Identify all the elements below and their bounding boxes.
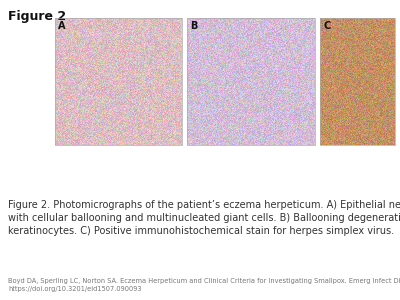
Text: C: C — [323, 21, 330, 31]
Text: Boyd DA, Sperling LC, Norton SA. Eczema Herpeticum and Clinical Criteria for Inv: Boyd DA, Sperling LC, Norton SA. Eczema … — [8, 278, 400, 292]
Bar — [55, 18, 182, 145]
Text: B: B — [190, 21, 197, 31]
Bar — [320, 18, 395, 145]
Text: A: A — [58, 21, 66, 31]
Text: Figure 2. Photomicrographs of the patient’s eczema herpeticum. A) Epithelial nec: Figure 2. Photomicrographs of the patien… — [8, 200, 400, 236]
Bar — [187, 18, 315, 145]
Text: Figure 2: Figure 2 — [8, 10, 66, 23]
